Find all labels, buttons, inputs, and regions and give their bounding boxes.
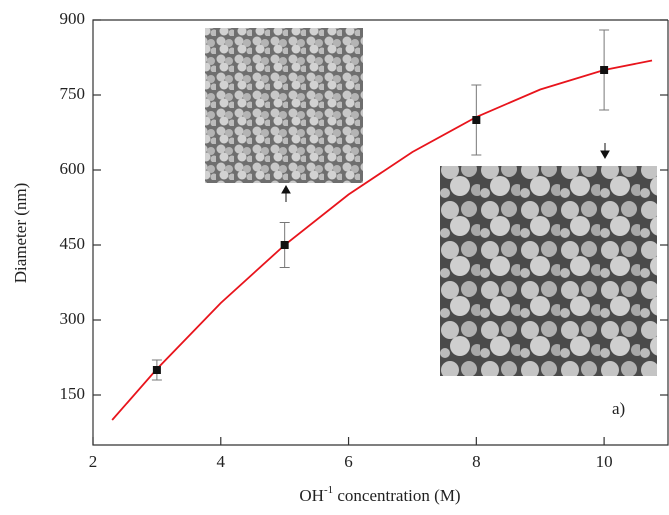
data-point [153,366,161,374]
y-tick-label: 450 [60,234,86,253]
data-point [600,66,608,74]
x-tick-label: 2 [89,452,98,471]
x-axis-label-part: concentration (M) [333,486,460,505]
x-axis-label-part: -1 [324,484,333,496]
y-tick-label: 750 [60,84,86,103]
x-tick-label: 4 [217,452,226,471]
y-tick-label: 900 [60,9,86,28]
x-axis-label-part: OH [299,486,324,505]
sem-image [205,28,363,183]
sem-image [440,166,657,376]
x-tick-label: 6 [344,452,353,471]
chart: a) Diameter (nm) OH-1 concentration (M) … [0,0,669,515]
x-axis-label: OH-1 concentration (M) [299,484,460,505]
y-tick-label: 600 [60,159,86,178]
data-point [281,241,289,249]
y-axis-label: Diameter (nm) [11,183,30,284]
y-tick-label: 300 [60,309,86,328]
annotation: a) [612,399,625,418]
data-point [472,116,480,124]
x-tick-label: 8 [472,452,481,471]
x-tick-label: 10 [596,452,613,471]
y-tick-label: 150 [60,384,86,403]
